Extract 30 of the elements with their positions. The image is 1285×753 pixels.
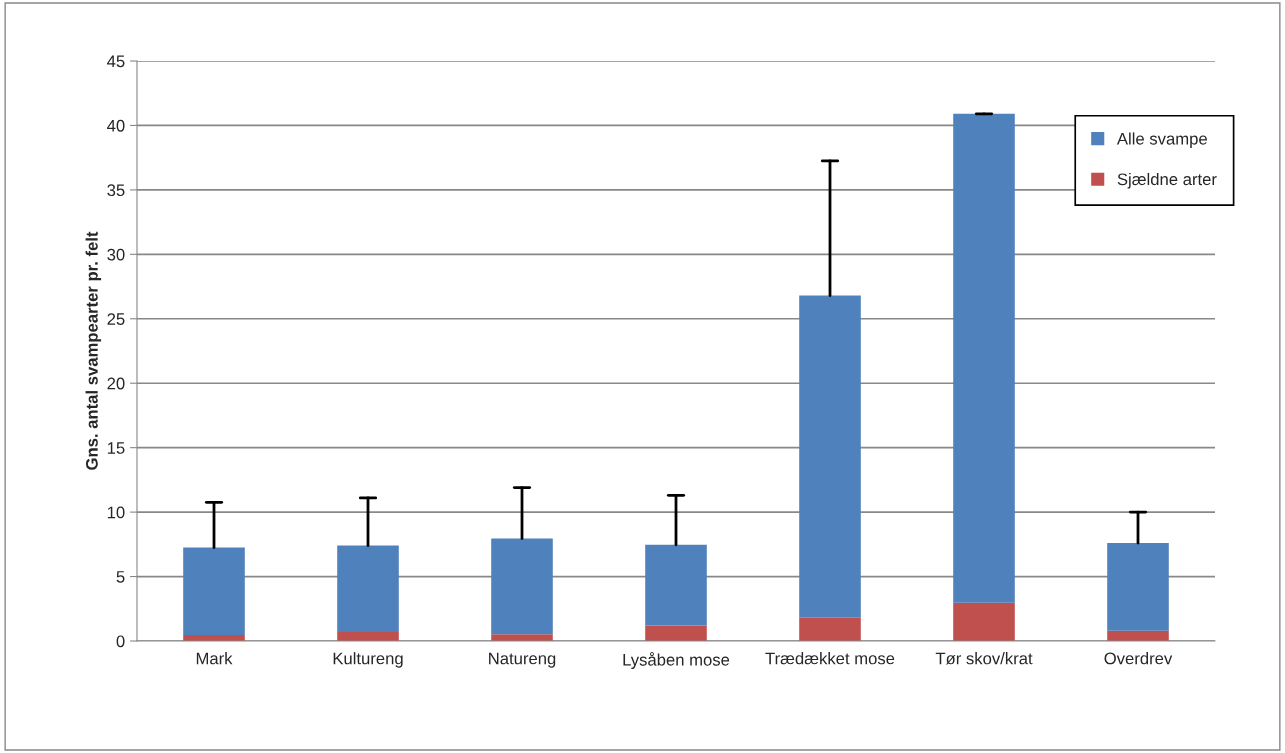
x-tick-label: Mark bbox=[196, 652, 233, 665]
y-axis-title: Gns. antal svampearter pr. felt bbox=[85, 231, 102, 470]
y-tick-label: 30 bbox=[107, 248, 125, 261]
y-tick-label: 10 bbox=[107, 506, 125, 519]
legend-label: Sjældne arter bbox=[1117, 172, 1217, 189]
y-tick-label: 35 bbox=[107, 184, 125, 197]
bar bbox=[337, 545, 399, 632]
x-tick-label: Tør skov/krat bbox=[935, 652, 1033, 665]
y-tick-label: 45 bbox=[107, 55, 125, 68]
bar bbox=[645, 625, 707, 641]
bar bbox=[799, 295, 861, 618]
y-tick-label: 20 bbox=[107, 377, 125, 390]
y-tick-label: 40 bbox=[107, 119, 125, 132]
y-tick-label: 5 bbox=[116, 571, 125, 583]
y-tick-label: 15 bbox=[107, 442, 125, 454]
y-tick-label: 0 bbox=[116, 635, 125, 648]
bar bbox=[183, 547, 245, 635]
x-tick-label: Kultureng bbox=[333, 652, 403, 668]
bar bbox=[799, 617, 861, 641]
x-tick-label: Overdrev bbox=[1104, 652, 1173, 665]
bar bbox=[1107, 543, 1169, 631]
bar bbox=[953, 602, 1015, 641]
x-tick-label: Natureng bbox=[489, 652, 556, 668]
legend-label: Alle svampe bbox=[1116, 132, 1207, 148]
y-tick-label: 25 bbox=[107, 313, 125, 325]
bar bbox=[953, 113, 1015, 603]
x-tick-label: Lysåben mose bbox=[623, 652, 730, 669]
x-tick-label: Trædækket mose bbox=[765, 652, 895, 665]
bar bbox=[645, 544, 707, 626]
bar bbox=[491, 538, 553, 635]
